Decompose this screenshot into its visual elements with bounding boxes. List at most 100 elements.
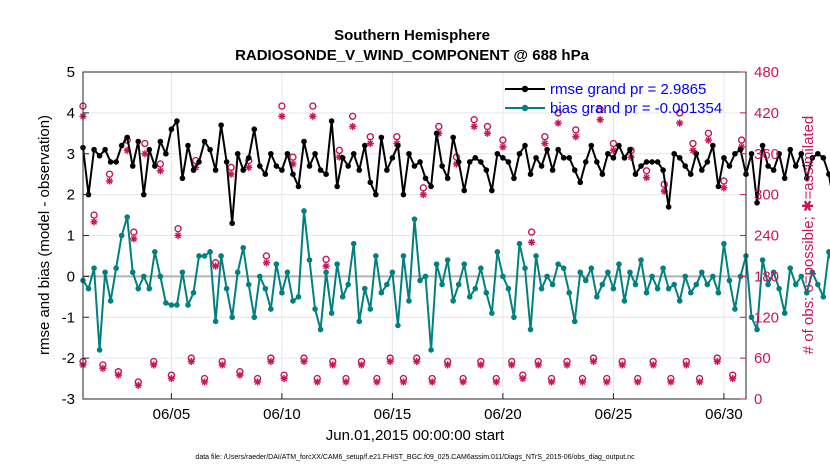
- obs-assimilated-marker: [167, 374, 175, 383]
- obs-assimilated-stroke: [228, 171, 235, 178]
- rmse-data-point: [671, 150, 677, 157]
- obs-assimilated-marker: [508, 361, 516, 369]
- y-tick-label-right: 120: [754, 309, 779, 326]
- bias-data-point: [323, 269, 329, 276]
- bias-data-point: [538, 285, 545, 292]
- rmse-data-point: [328, 118, 335, 124]
- bias-data-point: [223, 285, 230, 292]
- obs-assimilated-marker: [499, 143, 507, 151]
- obs-assimilated-stroke: [349, 123, 356, 130]
- obs-assimilated-stroke: [400, 378, 407, 385]
- rmse-data-point: [163, 150, 169, 157]
- bias-data-point: [179, 269, 186, 276]
- rmse-data-point: [544, 146, 550, 153]
- bias-data-point: [660, 265, 666, 272]
- obs-assimilated-stroke: [696, 378, 703, 385]
- rmse-data-point: [334, 183, 340, 190]
- rmse-data-point: [500, 155, 506, 161]
- bias-data-point: [627, 269, 633, 276]
- bias-data-point: [417, 277, 423, 284]
- obs-assimilated-marker: [262, 259, 271, 267]
- obs-assimilated-stroke: [729, 375, 736, 382]
- obs-possible-marker: [105, 170, 114, 178]
- obs-assimilated-stroke: [106, 177, 113, 185]
- bias-data-point: [787, 265, 793, 272]
- bias-data-point: [699, 269, 705, 276]
- obs-assimilated-stroke: [314, 378, 321, 385]
- bias-data-point: [505, 285, 512, 292]
- obs-assimilated-stroke: [429, 378, 436, 385]
- x-tick-label: 06/25: [595, 406, 633, 423]
- bias-data-point: [279, 289, 285, 296]
- rmse-data-point: [179, 175, 186, 182]
- rmse-data-point: [732, 150, 738, 157]
- obs-assimilated-stroke: [714, 358, 721, 365]
- obs-assimilated-marker: [572, 133, 580, 141]
- obs-assimilated-stroke: [499, 143, 506, 150]
- obs-assimilated-marker: [245, 163, 253, 171]
- rmse-data-point: [140, 191, 147, 198]
- obs-assimilated-stroke: [610, 147, 617, 154]
- obs-assimilated-marker: [720, 184, 728, 192]
- rmse-data-point: [107, 159, 114, 165]
- obs-assimilated-marker: [141, 150, 149, 158]
- bias-data-point: [610, 285, 617, 292]
- rmse-data-point: [770, 167, 777, 173]
- rmse-data-point: [96, 152, 103, 159]
- rmse-data-point: [395, 142, 401, 149]
- bias-data-point: [516, 240, 523, 247]
- rmse-data-point: [455, 159, 462, 165]
- y-tick-label-left: 2: [67, 187, 75, 204]
- obs-possible-marker: [278, 102, 286, 110]
- bias-data-point: [715, 289, 722, 296]
- x-tick-label: 06/10: [263, 406, 301, 423]
- obs-assimilated-marker: [134, 381, 142, 389]
- obs-assimilated-marker: [618, 361, 626, 369]
- legend-bias-marker-icon: [521, 104, 529, 112]
- obs-assimilated-marker: [174, 231, 182, 240]
- bias-data-point: [118, 232, 125, 239]
- bias-data-point: [527, 326, 534, 333]
- rmse-data-point: [268, 150, 274, 157]
- bias-data-point: [152, 249, 158, 255]
- obs-assimilated-stroke: [603, 378, 610, 385]
- rmse-data-point: [295, 183, 302, 190]
- obs-assimilated-stroke: [91, 218, 98, 225]
- bias-data-point: [444, 257, 451, 263]
- obs-assimilated-stroke: [300, 358, 308, 365]
- rmse-data-point: [489, 187, 495, 194]
- legend: rmse grand pr = 2.9865 bias grand pr = -…: [505, 81, 722, 117]
- obs-possible-marker: [289, 153, 297, 161]
- obs-assimilated-marker: [667, 378, 675, 386]
- obs-assimilated-stroke: [236, 372, 243, 379]
- obs-assimilated-stroke: [508, 361, 515, 368]
- bias-data-point: [384, 281, 390, 288]
- obs-assimilated-stroke: [130, 235, 137, 242]
- obs-possible-marker: [689, 139, 697, 148]
- y-tick-label-right: 420: [754, 105, 779, 122]
- bias-data-point: [433, 261, 440, 267]
- obs-assimilated-stroke: [150, 361, 157, 368]
- obs-possible-marker: [704, 129, 713, 138]
- bias-data-point: [361, 285, 368, 292]
- bias-data-point: [334, 261, 340, 267]
- bias-data-point: [726, 277, 733, 284]
- bias-data-point: [146, 285, 153, 292]
- rmse-data-point: [693, 150, 700, 157]
- obs-assimilated-stroke: [245, 164, 252, 171]
- rmse-data-point: [516, 150, 523, 157]
- bias-data-point: [306, 257, 313, 263]
- rmse-data-point: [621, 155, 628, 161]
- obs-assimilated-stroke: [219, 361, 226, 368]
- bias-data-point: [511, 314, 517, 321]
- obs-assimilated-stroke: [444, 361, 451, 368]
- bias-data-point: [378, 289, 385, 296]
- obs-possible-marker: [322, 255, 330, 264]
- bias-data-point: [566, 289, 572, 296]
- obs-assimilated-marker: [483, 129, 492, 137]
- obs-possible-marker: [262, 252, 271, 260]
- rmse-data-point: [301, 138, 307, 145]
- rmse-data-point: [748, 150, 755, 157]
- y-tick-label-left: -1: [62, 309, 75, 326]
- rmse-data-point: [826, 171, 830, 177]
